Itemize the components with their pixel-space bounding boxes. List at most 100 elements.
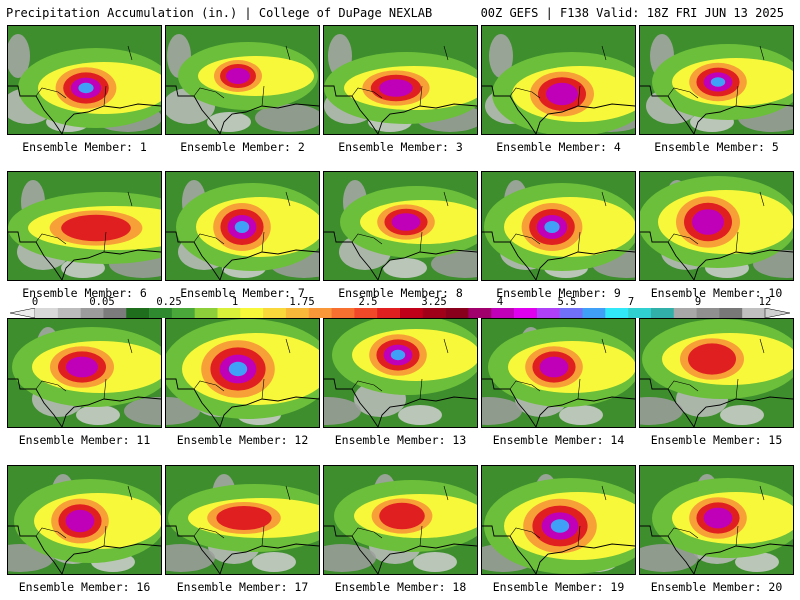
colorbar-swatch (308, 308, 332, 318)
precip-map-graphic (8, 172, 161, 280)
precip-map-graphic (166, 26, 319, 134)
dry-area (720, 405, 764, 425)
precip-map-graphic (166, 466, 319, 574)
ensemble-member-label: Ensemble Member: 12 (176, 433, 309, 447)
colorbar-swatch (628, 308, 652, 318)
state-border (509, 191, 607, 253)
state-border (193, 191, 291, 253)
colorbar-swatch (559, 308, 583, 318)
precip-map (481, 465, 636, 575)
precip-map (165, 25, 320, 135)
state-border (35, 191, 133, 253)
precip-map-graphic (482, 319, 635, 427)
precip-contour (546, 82, 578, 106)
state-border (667, 45, 765, 107)
colorbar-swatch (491, 308, 515, 318)
colorbar-arrow-left (10, 308, 36, 318)
dry-area (255, 104, 319, 132)
state-border (193, 485, 291, 547)
ensemble-member-label: Ensemble Member: 10 (650, 286, 783, 300)
precip-map (481, 171, 636, 281)
precip-map (7, 318, 162, 428)
colorbar-swatch (468, 308, 492, 318)
ensemble-panel: Ensemble Member: 12 (165, 318, 320, 447)
state-border (667, 191, 765, 253)
precip-map-graphic (640, 26, 793, 134)
precip-contour (379, 502, 425, 530)
precip-map (165, 465, 320, 575)
precip-map-graphic (640, 466, 793, 574)
state-border (351, 191, 449, 253)
precip-contour (539, 356, 569, 378)
precip-map-graphic (482, 466, 635, 574)
colorbar-swatch (514, 308, 538, 318)
state-border (509, 485, 607, 547)
ensemble-member-label: Ensemble Member: 2 (180, 140, 305, 154)
precip-map (481, 25, 636, 135)
precip-map (7, 465, 162, 575)
colorbar-tick-label: 1 (231, 296, 239, 308)
colorbar-tick-label: 0.25 (156, 296, 182, 308)
state-border (351, 485, 449, 547)
colorbar-swatches (10, 308, 790, 318)
colorbar-swatch (354, 308, 378, 318)
precip-contour (61, 214, 131, 242)
colorbar-swatch (171, 308, 195, 318)
dry-area (640, 544, 698, 572)
dry-area (207, 112, 251, 132)
precip-map (165, 318, 320, 428)
dry-area (482, 397, 522, 425)
colorbar-swatch (536, 308, 560, 318)
precip-contour (65, 509, 95, 533)
precip-contour (390, 349, 406, 361)
colorbar-swatch (217, 308, 241, 318)
ensemble-member-label: Ensemble Member: 14 (492, 433, 625, 447)
dry-area (76, 405, 120, 425)
colorbar-swatch (719, 308, 743, 318)
precip-contour (544, 221, 560, 233)
ensemble-member-label: Ensemble Member: 3 (338, 140, 463, 154)
colorbar-swatch (285, 308, 310, 318)
ensemble-panel: Ensemble Member: 5 (639, 25, 794, 154)
state-border (351, 338, 449, 400)
colorbar-tick-label: 12 (758, 296, 772, 308)
state-border (667, 485, 765, 547)
colorbar-swatch (263, 308, 287, 318)
precip-contour (692, 209, 724, 235)
ensemble-member-label: Ensemble Member: 4 (496, 140, 621, 154)
precip-map (323, 465, 478, 575)
colorbar-swatch (80, 308, 104, 318)
colorbar-swatch (582, 308, 606, 318)
ensemble-panel: Ensemble Member: 14 (481, 318, 636, 447)
state-border (667, 338, 765, 400)
dry-area (735, 552, 779, 572)
colorbar-legend: 0 0.05 0.25 1 1.75 2.5 3.25 4 5.5 7 9 12 (10, 296, 790, 320)
ensemble-panel: Ensemble Member: 9 (481, 171, 636, 300)
precip-map (323, 171, 478, 281)
precip-map (7, 171, 162, 281)
dry-area (489, 34, 513, 78)
ensemble-member-label: Ensemble Member: 5 (654, 140, 779, 154)
state-border (509, 45, 607, 107)
ensemble-panel: Ensemble Member: 2 (165, 25, 320, 154)
ensemble-member-label: Ensemble Member: 17 (176, 580, 309, 594)
precip-map-graphic (166, 172, 319, 280)
dry-area (640, 397, 683, 425)
map-title: Precipitation Accumulation (in.) | Colle… (6, 6, 433, 20)
precip-map-graphic (8, 466, 161, 574)
ensemble-panel: Ensemble Member: 19 (481, 465, 636, 594)
state-border (35, 45, 133, 107)
ensemble-member-label: Ensemble Member: 13 (334, 433, 467, 447)
ensemble-member-label: Ensemble Member: 11 (18, 433, 151, 447)
colorbar-ticks: 0 0.05 0.25 1 1.75 2.5 3.25 4 5.5 7 9 12 (10, 296, 790, 308)
colorbar-swatch (673, 308, 697, 318)
ensemble-panel: Ensemble Member: 6 (7, 171, 162, 300)
ensemble-panel: Ensemble Member: 16 (7, 465, 162, 594)
colorbar-swatch (103, 308, 127, 318)
precip-map-graphic (166, 319, 319, 427)
colorbar-tick-label: 0 (31, 296, 39, 308)
precip-map-graphic (482, 26, 635, 134)
precip-map-graphic (640, 172, 793, 280)
precip-contour (391, 213, 421, 231)
colorbar-swatch (194, 308, 218, 318)
